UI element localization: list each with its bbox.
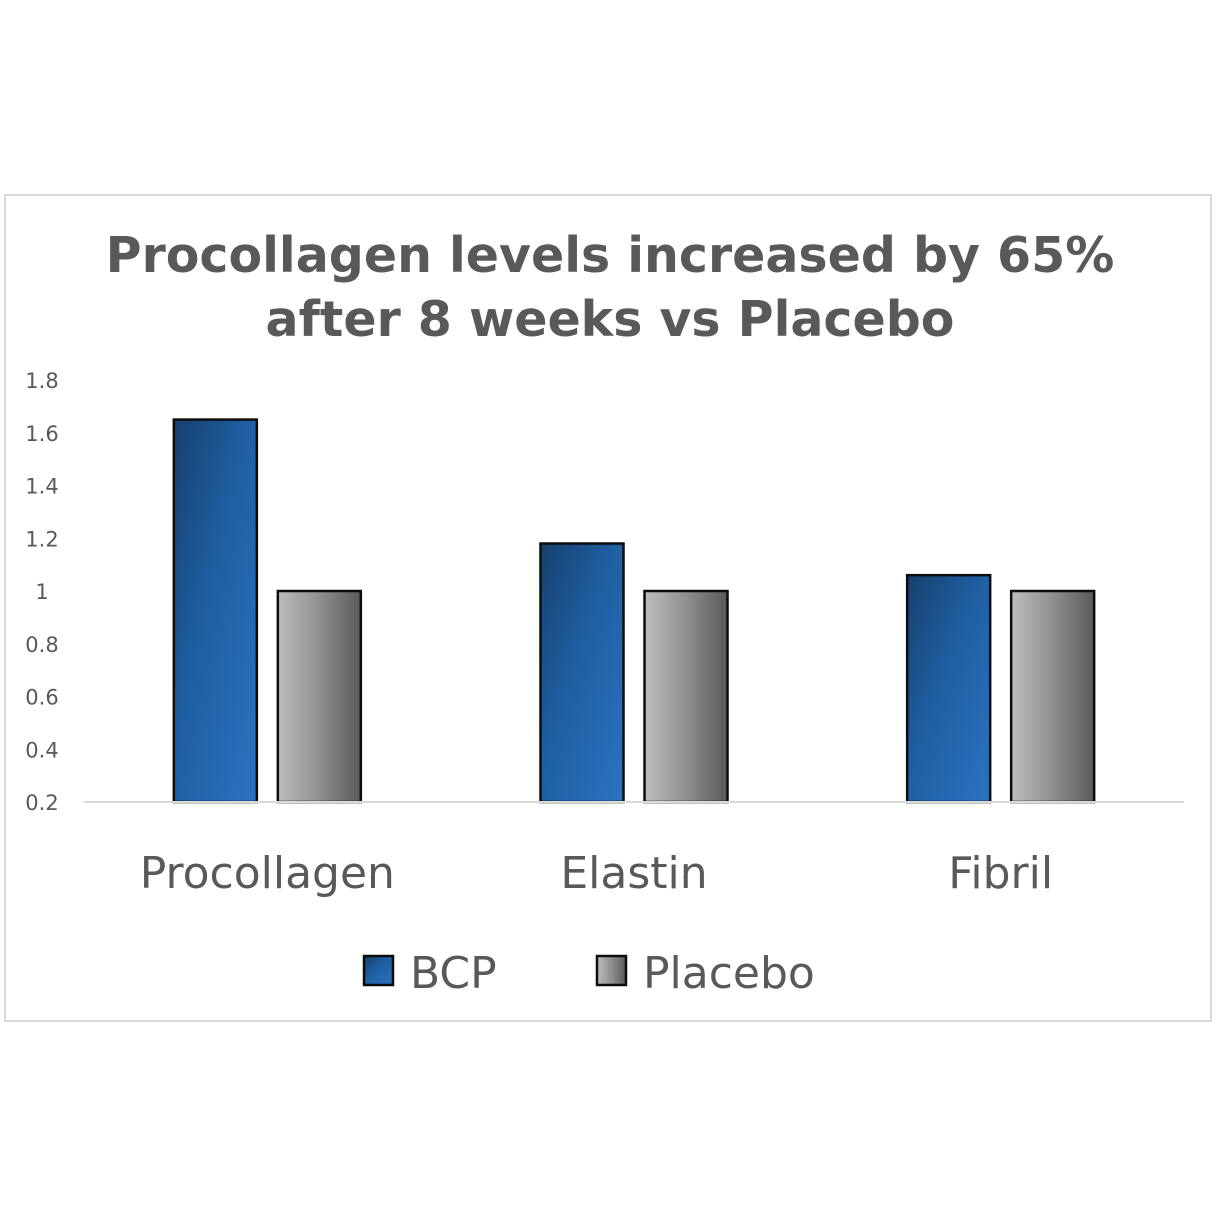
y-tick-label: 1	[35, 580, 48, 604]
bars	[172, 418, 1096, 804]
chart-title: Procollagen levels increased by 65% afte…	[6, 224, 1214, 352]
y-tick-label: 1.8	[25, 369, 58, 393]
y-tick-label: 0.2	[25, 791, 58, 815]
y-axis-ticks: 0.2 0.4 0.6 0.8 1 1.2 1.4 1.6 1.8	[25, 369, 58, 815]
chart-title-line-2: after 8 weeks vs Placebo	[265, 291, 955, 348]
chart-title-line-1: Procollagen levels increased by 65%	[105, 227, 1115, 284]
category-label: Fibril	[948, 848, 1053, 899]
bar-placebo-elastin	[643, 589, 729, 804]
y-tick-label: 0.4	[25, 738, 58, 762]
y-tick-label: 1.4	[25, 475, 58, 499]
category-label: Procollagen	[140, 848, 395, 899]
bar-placebo-procollagen	[276, 589, 363, 804]
legend-swatch-bcp	[362, 954, 395, 987]
bar-bcp-elastin	[539, 542, 625, 804]
bar-bcp-procollagen	[172, 418, 259, 804]
legend: BCP Placebo	[362, 948, 815, 999]
y-tick-label: 1.2	[25, 527, 58, 551]
bar-bcp-fibril	[905, 573, 992, 804]
bar-placebo-fibril	[1009, 589, 1096, 804]
bar-chart: 0.2 0.4 0.6 0.8 1 1.2 1.4 1.6 1.8 Procollagen Ela…	[25, 369, 1184, 999]
y-tick-label: 0.6	[25, 686, 58, 710]
legend-swatch-placebo	[595, 954, 628, 987]
legend-label-placebo: Placebo	[643, 948, 815, 999]
chart-frame: Procollagen levels increased by 65% afte…	[4, 194, 1212, 1022]
y-tick-label: 1.6	[25, 422, 58, 446]
category-labels: Procollagen Elastin Fibril	[140, 848, 1053, 899]
y-tick-label: 0.8	[25, 633, 58, 657]
legend-label-bcp: BCP	[410, 948, 497, 999]
category-label: Elastin	[560, 848, 707, 899]
